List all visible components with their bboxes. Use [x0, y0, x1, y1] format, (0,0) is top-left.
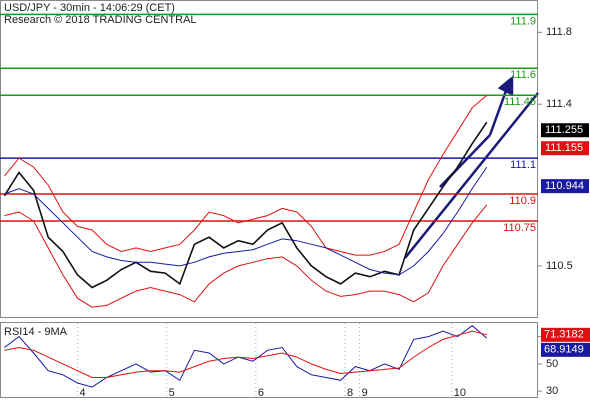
- price-label-box: [541, 141, 589, 156]
- series-line: [4, 166, 488, 276]
- rsi-line: [4, 330, 487, 378]
- x-tick-label: 8: [347, 387, 353, 399]
- rsi-panel: [0, 322, 538, 398]
- price-panel: [0, 0, 538, 318]
- price-label: 111.255: [545, 124, 583, 136]
- x-tick-label: 9: [362, 387, 368, 399]
- price-label: 111.155: [545, 142, 583, 154]
- series-line: [4, 204, 488, 308]
- level-label: 110.9: [509, 195, 536, 207]
- price-label-box: [541, 123, 589, 138]
- series-line: [4, 94, 488, 256]
- price-label: 110.944: [545, 180, 584, 192]
- rsi-tick-label: 50: [546, 358, 558, 370]
- y-tick-label: 111.8: [546, 26, 572, 38]
- level-label: 110.75: [503, 222, 536, 234]
- rsi-label: 68.9149: [544, 344, 584, 356]
- level-label: 111.6: [510, 69, 536, 81]
- y-tick-label: 110.5: [546, 260, 573, 272]
- x-tick-label: 4: [79, 387, 85, 399]
- trend-line: [404, 92, 539, 259]
- series-line: [3, 121, 488, 289]
- rsi-label-box: [541, 342, 590, 357]
- chart-title: USD/JPY - 30min - 14:06:29 (CET): [4, 2, 175, 14]
- level-label: 111.1: [510, 159, 536, 171]
- arrow-head: [497, 75, 514, 97]
- x-tick-label: 6: [258, 387, 264, 399]
- level-label: 111.9: [510, 15, 536, 27]
- x-tick-label: 5: [169, 387, 175, 399]
- chart-subtitle: Research © 2018 TRADING CENTRAL: [4, 14, 197, 26]
- rsi-line: [4, 325, 488, 388]
- rsi-title: RSI14 - 9MA: [4, 326, 68, 338]
- level-label: 111.45: [504, 96, 536, 108]
- rsi-label-box: [541, 327, 590, 342]
- rsi-label: 71.3182: [544, 329, 584, 341]
- price-label-box: [541, 179, 589, 194]
- y-tick-label: 111.4: [546, 98, 572, 110]
- rsi-tick-label: 30: [546, 385, 558, 397]
- x-tick-label: 10: [454, 387, 466, 399]
